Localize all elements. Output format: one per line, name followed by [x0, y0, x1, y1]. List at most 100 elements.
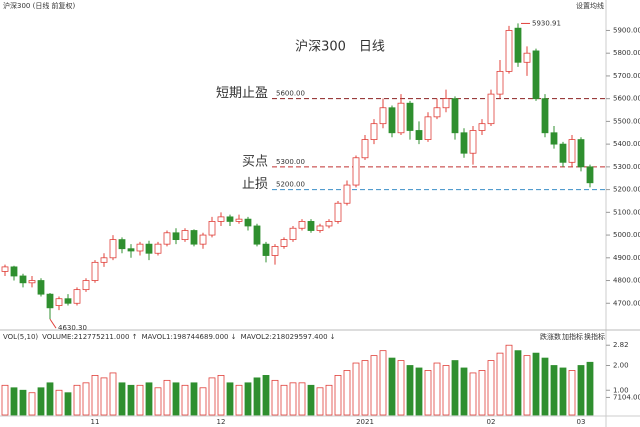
candle-body: [334, 202, 342, 222]
volume-bar: [154, 387, 162, 416]
low-pointer: [49, 318, 57, 329]
candle-body: [550, 132, 558, 145]
candle-body: [361, 139, 369, 159]
x-tick-label: 02: [487, 418, 496, 426]
volume-legend: MAVOL2:218029597.400 ↓: [241, 333, 336, 341]
candle-body: [541, 98, 549, 134]
volume-bar: [109, 372, 117, 416]
chart-title: 沪深300 日线: [295, 39, 385, 55]
candle-body: [514, 27, 522, 63]
x-tick-label: 03: [577, 418, 586, 426]
volume-bar: [172, 382, 180, 416]
volume-bar: [37, 387, 45, 416]
volume-bar: [415, 367, 423, 416]
candle-body: [172, 232, 180, 241]
candle-body: [568, 139, 576, 163]
volume-bar: [136, 384, 144, 416]
candle-body: [235, 218, 243, 222]
candle-body: [343, 184, 351, 204]
volume-bar: [271, 379, 279, 416]
volume-bar: [199, 387, 207, 416]
candle-body: [424, 116, 432, 140]
candle-body: [208, 221, 216, 236]
y-tick-label: 4700.00: [613, 299, 640, 307]
volume-bar: [496, 352, 504, 416]
volume-bar: [118, 382, 126, 416]
volume-bar: [208, 377, 216, 416]
candle-body: [10, 266, 18, 277]
indicator-button[interactable]: 跌涨数: [540, 332, 561, 341]
volume-bar: [280, 384, 288, 416]
volume-bar: [91, 375, 99, 416]
candle-body: [109, 239, 117, 259]
volume-bar: [361, 360, 369, 416]
volume-bar: [343, 370, 351, 416]
volume-bar: [388, 357, 396, 416]
volume-bar: [406, 365, 414, 416]
ma-settings[interactable]: 设置均线: [576, 1, 604, 10]
candle-body: [577, 139, 585, 168]
volume-bar: [352, 362, 360, 416]
volume-bar: [316, 387, 324, 416]
level-text: 买点: [242, 154, 268, 169]
header-title: 沪深300 (日线 前复权): [3, 1, 76, 10]
volume-bar: [505, 344, 513, 416]
candle-body: [82, 280, 90, 291]
volume-bar: [244, 382, 252, 416]
volume-bar: [298, 382, 306, 416]
candle-body: [415, 130, 423, 140]
x-tick-label: 2021: [356, 418, 374, 426]
volume-bar: [514, 350, 522, 416]
volume-bar: [577, 365, 585, 416]
candle-body: [154, 243, 162, 254]
candle-body: [451, 98, 459, 134]
candle-body: [487, 93, 495, 125]
volume-bar: [379, 350, 387, 416]
candle-body: [19, 275, 27, 284]
y-tick-label: 2.00: [613, 362, 629, 370]
candle-body: [217, 216, 225, 222]
low-label: 4630.30: [58, 324, 87, 332]
y-tick-label: 5000.00: [613, 231, 640, 239]
volume-bar: [82, 382, 90, 416]
candle-body: [262, 243, 270, 256]
volume-bar: [127, 384, 135, 416]
volume-bar: [190, 382, 198, 416]
volume-bar: [145, 382, 153, 416]
indicator-button[interactable]: 换指标: [584, 332, 605, 341]
candle-body: [316, 225, 324, 231]
candle-body: [244, 218, 252, 227]
y-tick-label: 5200.00: [613, 186, 640, 194]
volume-bar: [460, 367, 468, 416]
level-label: 5300.00: [276, 158, 305, 166]
indicator-button[interactable]: 加指标: [562, 332, 583, 341]
candle-body: [478, 123, 486, 131]
candle-body: [55, 298, 63, 306]
volume-bar: [334, 375, 342, 416]
candle-body: [118, 239, 126, 250]
volume-bar: [64, 392, 72, 416]
volume-bar: [289, 382, 297, 416]
volume-bar: [55, 389, 63, 416]
candle-body: [406, 102, 414, 131]
volume-bar: [559, 367, 567, 416]
level-label: 5600.00: [276, 90, 305, 98]
volume-bar: [568, 370, 576, 416]
candle-body: [73, 289, 81, 304]
candle-body: [307, 221, 315, 231]
volume-bar: [163, 379, 171, 416]
volume-bar: [253, 377, 261, 416]
candle-body: [37, 280, 45, 295]
volume-bar: [541, 357, 549, 416]
volume-bar: [10, 387, 18, 416]
candle-body: [253, 225, 261, 245]
candle-body: [127, 248, 135, 252]
candle-body: [46, 293, 54, 309]
candle-body: [190, 230, 198, 245]
volume-bar: [217, 375, 225, 416]
volume-bar: [586, 361, 594, 416]
volume-bar: [433, 362, 441, 416]
y-tick-label: 5400.00: [613, 140, 640, 148]
volume-bar: [442, 365, 450, 416]
candle-body: [64, 298, 72, 304]
